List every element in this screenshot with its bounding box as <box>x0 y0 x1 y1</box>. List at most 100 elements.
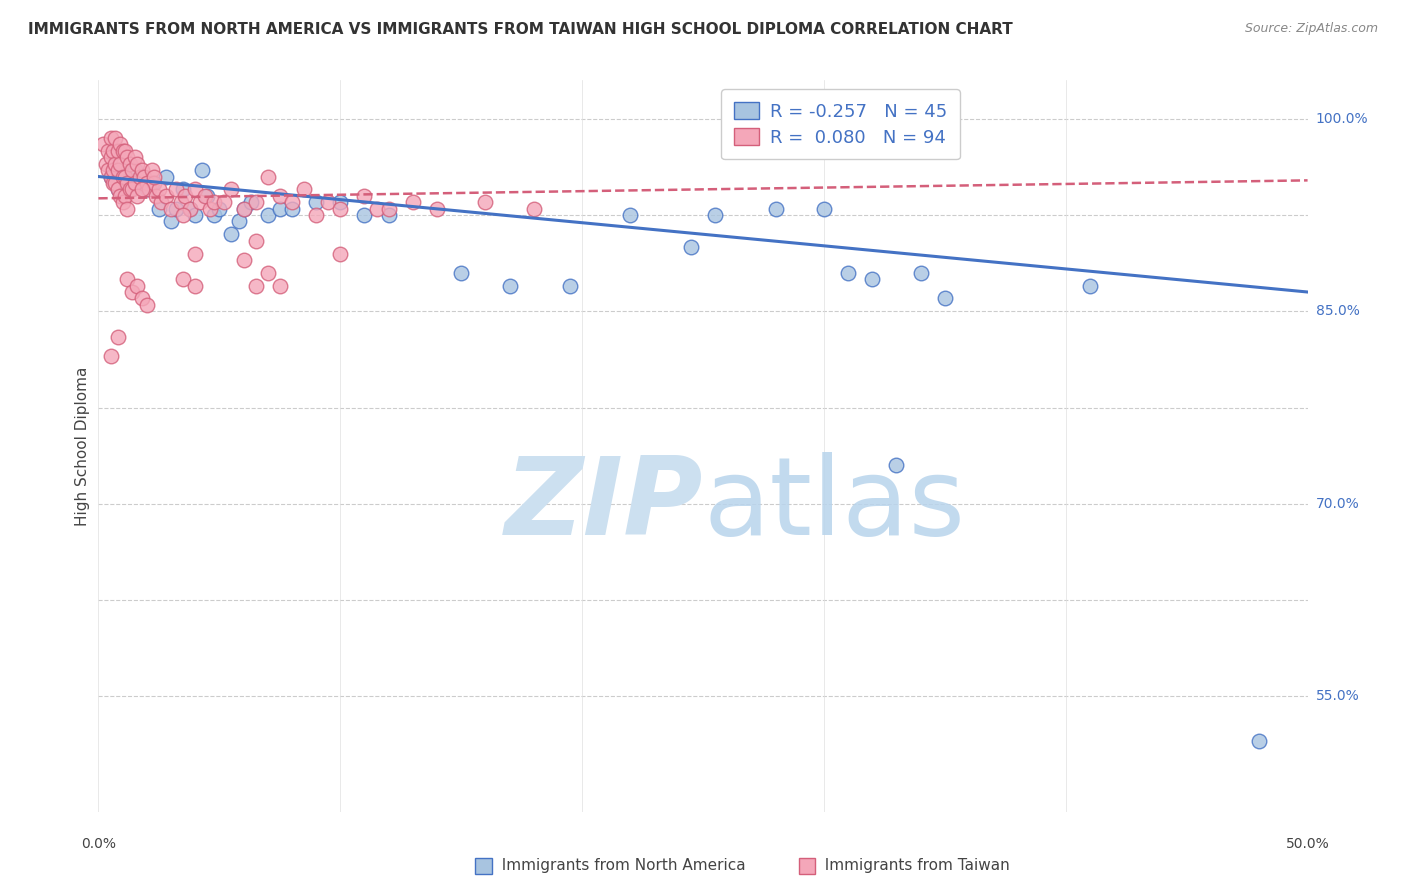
Point <box>100 169 122 184</box>
Point <box>269 188 291 202</box>
Point <box>91 137 114 152</box>
Point <box>118 157 141 171</box>
Point <box>245 234 267 248</box>
Point <box>523 202 546 216</box>
Point <box>97 163 120 178</box>
Text: Immigrants from North America: Immigrants from North America <box>492 858 745 872</box>
Point <box>131 292 153 306</box>
Point <box>143 176 166 190</box>
Point <box>121 285 143 299</box>
Point <box>377 208 399 222</box>
Point <box>184 246 207 260</box>
Point <box>329 202 352 216</box>
Point <box>172 272 194 286</box>
Point <box>232 202 254 216</box>
Point <box>124 163 146 178</box>
Point <box>111 169 134 184</box>
Point <box>145 188 167 202</box>
Text: 100.0%: 100.0% <box>1316 112 1368 126</box>
Point <box>765 202 787 216</box>
Text: ZIP: ZIP <box>505 451 703 558</box>
Point <box>117 150 139 164</box>
Point <box>155 188 177 202</box>
Point <box>1249 734 1271 748</box>
Point <box>121 163 143 178</box>
Text: 85.0%: 85.0% <box>1316 304 1360 318</box>
Point <box>1078 278 1101 293</box>
Point <box>100 169 122 184</box>
Point <box>498 278 520 293</box>
Point <box>204 208 226 222</box>
Point <box>619 208 641 222</box>
Point <box>165 202 187 216</box>
Point <box>117 176 139 190</box>
Point <box>117 182 139 196</box>
Point <box>245 195 267 210</box>
Point <box>292 182 315 196</box>
Point <box>104 131 127 145</box>
Point <box>305 195 328 210</box>
Point <box>134 169 156 184</box>
Point <box>366 202 388 216</box>
Point <box>111 163 134 178</box>
Point <box>837 266 859 280</box>
Point <box>704 208 727 222</box>
Point <box>108 157 131 171</box>
Point <box>188 195 211 210</box>
Point <box>174 188 197 202</box>
Point <box>104 157 127 171</box>
Point <box>131 163 153 178</box>
Point <box>138 182 160 196</box>
Point <box>191 163 214 178</box>
Point <box>128 169 150 184</box>
Y-axis label: High School Diploma: High School Diploma <box>75 367 90 525</box>
Point <box>107 163 129 178</box>
Point <box>141 176 163 190</box>
Point <box>232 252 254 267</box>
Point <box>256 266 278 280</box>
Point <box>198 202 221 216</box>
Point <box>124 150 146 164</box>
Point <box>131 182 153 196</box>
Point <box>108 137 131 152</box>
Point <box>239 195 262 210</box>
Point <box>148 202 170 216</box>
Point <box>194 188 217 202</box>
Point <box>184 278 207 293</box>
Point <box>124 176 146 190</box>
Point <box>143 169 166 184</box>
Point <box>212 195 235 210</box>
Point <box>101 163 124 178</box>
Point <box>111 195 134 210</box>
Point <box>353 208 375 222</box>
Legend: R = -0.257   N = 45, R =  0.080   N = 94: R = -0.257 N = 45, R = 0.080 N = 94 <box>721 89 960 160</box>
Point <box>256 208 278 222</box>
Point <box>426 202 449 216</box>
Point <box>169 195 191 210</box>
Point <box>204 195 226 210</box>
Point <box>117 272 139 286</box>
Point <box>353 188 375 202</box>
Point <box>886 458 908 473</box>
Point <box>118 182 141 196</box>
Point <box>127 278 149 293</box>
Point <box>256 169 278 184</box>
Point <box>179 202 201 216</box>
Point <box>135 298 157 312</box>
Point <box>195 188 218 202</box>
Point <box>221 227 243 242</box>
Point <box>179 202 201 216</box>
Point <box>108 188 131 202</box>
Point <box>114 188 136 202</box>
Point <box>117 202 139 216</box>
Point <box>135 176 157 190</box>
Point <box>100 150 122 164</box>
Point <box>450 266 472 280</box>
Point <box>208 202 231 216</box>
Point <box>474 195 496 210</box>
Point <box>155 169 177 184</box>
Point <box>100 349 122 363</box>
Point <box>121 182 143 196</box>
Text: 50.0%: 50.0% <box>1285 837 1330 851</box>
Point <box>104 176 127 190</box>
